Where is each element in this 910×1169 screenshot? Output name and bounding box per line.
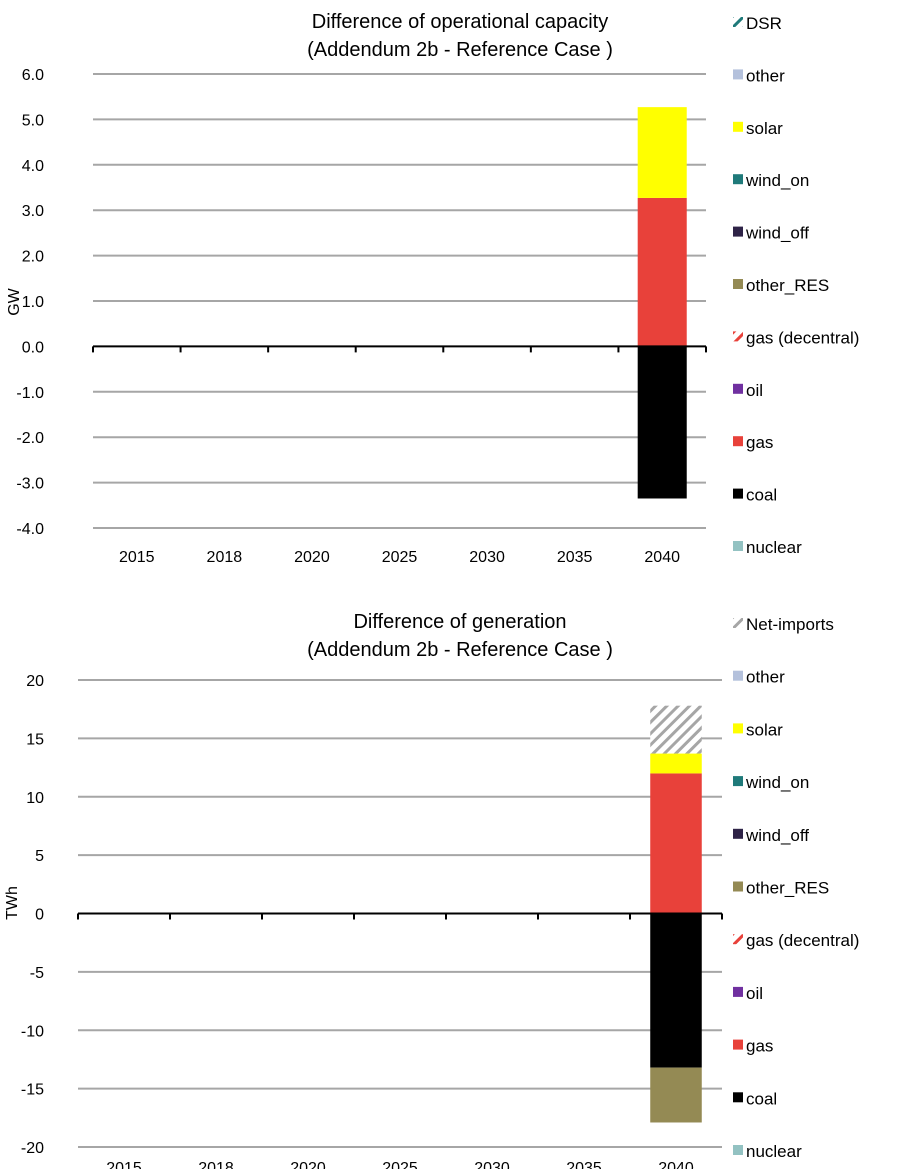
legend-swatch-oil [733, 383, 743, 394]
y-tick-label: -2.0 [16, 430, 44, 447]
y-tick-label: 2.0 [22, 249, 44, 266]
legend-swatch-other-res [733, 279, 743, 289]
legend-swatch-wind-off [733, 828, 743, 839]
y-tick-label: 15 [26, 731, 44, 748]
y-tick-label: -1.0 [16, 385, 44, 402]
legend-swatch-wind-off [733, 226, 743, 237]
legend-label-net-imports: Net-imports [746, 615, 834, 634]
legend-label-wind-off: wind_off [745, 826, 809, 845]
legend-label-other-res: other_RES [746, 276, 829, 295]
bar-coal-2040 [637, 346, 687, 499]
y-tick-label: -3.0 [16, 476, 44, 493]
legend-label-gas: gas [746, 1037, 773, 1056]
legend-swatch-solar [733, 723, 743, 734]
legend-swatch-net-imports [733, 618, 743, 628]
legend-label-nuclear: nuclear [746, 538, 802, 557]
legend-swatch-gas [733, 436, 743, 447]
legend-label-gas-decentral: gas (decentral) [746, 328, 859, 347]
legend-label-oil: oil [746, 984, 763, 1003]
bar-other-res-2040 [650, 1067, 702, 1123]
x-tick-label: 2018 [198, 1160, 234, 1169]
y-tick-label: 20 [26, 673, 44, 690]
legend-swatch-nuclear [733, 541, 743, 551]
x-tick-label: 2025 [382, 549, 418, 566]
y-tick-label: -20 [21, 1140, 44, 1157]
x-tick-label: 2025 [382, 1160, 418, 1169]
legend-swatch-wind-on [733, 776, 743, 787]
legend-swatch-gas [733, 1039, 743, 1050]
y-tick-label: 1.0 [22, 294, 44, 311]
y-axis-label: GW [6, 287, 23, 315]
y-tick-label: -15 [21, 1082, 44, 1099]
chart-subtitle: (Addendum 2b - Reference Case ) [307, 39, 613, 61]
legend-label-other: other [746, 668, 785, 687]
legend-swatch-nuclear [733, 1145, 743, 1155]
legend-label-dsr: DSR [746, 14, 782, 33]
bar-solar-2040 [650, 753, 702, 774]
legend-swatch-coal [733, 488, 743, 499]
legend-swatch-dsr [733, 17, 743, 27]
y-tick-label: 5 [35, 848, 44, 865]
bar-net-imports-2040 [650, 705, 702, 754]
legend-label-coal: coal [746, 1089, 777, 1108]
y-axis-label: TWh [4, 886, 21, 920]
y-tick-label: 4.0 [22, 158, 44, 175]
capacity-chart: Difference of operational capacity (Adde… [0, 0, 910, 580]
y-tick-label: -5 [30, 965, 44, 982]
legend-swatch-coal [733, 1092, 743, 1103]
x-tick-label: 2035 [566, 1160, 602, 1169]
y-tick-label: 3.0 [22, 203, 44, 220]
x-tick-label: 2020 [294, 549, 330, 566]
generation-chart: Difference of generation (Addendum 2b - … [0, 590, 910, 1169]
legend-label-wind-on: wind_on [745, 773, 809, 792]
bar-gas-2040 [650, 773, 702, 914]
y-tick-label: 0 [35, 907, 44, 924]
y-tick-label: -4.0 [16, 521, 44, 538]
legend-swatch-solar [733, 121, 743, 132]
legend-label-solar: solar [746, 720, 783, 739]
legend-label-wind-on: wind_on [745, 171, 809, 190]
bar-solar-2040 [637, 107, 687, 198]
legend-label-nuclear: nuclear [746, 1142, 802, 1161]
bar-coal-2040 [650, 913, 702, 1068]
legend-label-solar: solar [746, 119, 783, 138]
legend-swatch-oil [733, 986, 743, 997]
legend-label-coal: coal [746, 486, 777, 505]
legend-label-other: other [746, 66, 785, 85]
legend-label-gas: gas [746, 433, 773, 452]
x-tick-label: 2035 [557, 549, 593, 566]
legend-label-other-res: other_RES [746, 879, 829, 898]
y-tick-label: 0.0 [22, 339, 44, 356]
x-tick-label: 2040 [644, 549, 680, 566]
generation-chart-svg: Difference of generation (Addendum 2b - … [4, 611, 859, 1169]
legend-label-wind-off: wind_off [745, 224, 809, 243]
x-tick-label: 2015 [106, 1160, 142, 1169]
x-tick-label: 2015 [119, 549, 155, 566]
legend-label-oil: oil [746, 381, 763, 400]
x-tick-label: 2030 [474, 1160, 510, 1169]
x-tick-label: 2020 [290, 1160, 326, 1169]
legend-swatch-other [733, 69, 743, 80]
x-tick-label: 2040 [658, 1160, 694, 1169]
legend-swatch-other-res [733, 881, 743, 892]
bar-gas-2040 [637, 197, 687, 347]
legend-swatch-wind-on [733, 174, 743, 185]
y-tick-label: 5.0 [22, 112, 44, 129]
legend-swatch-gas-decentral [733, 934, 743, 945]
legend-swatch-gas-decentral [733, 331, 743, 342]
legend-swatch-other [733, 670, 743, 681]
capacity-chart-svg: Difference of operational capacity (Adde… [6, 11, 859, 566]
y-tick-label: 10 [26, 790, 44, 807]
y-tick-label: -10 [21, 1023, 44, 1040]
x-tick-label: 2018 [207, 549, 243, 566]
chart-title: Difference of generation [353, 611, 566, 633]
x-tick-label: 2030 [469, 549, 505, 566]
chart-subtitle: (Addendum 2b - Reference Case ) [307, 639, 613, 661]
chart-title: Difference of operational capacity [312, 11, 608, 33]
legend-label-gas-decentral: gas (decentral) [746, 931, 859, 950]
y-tick-label: 6.0 [22, 67, 44, 84]
